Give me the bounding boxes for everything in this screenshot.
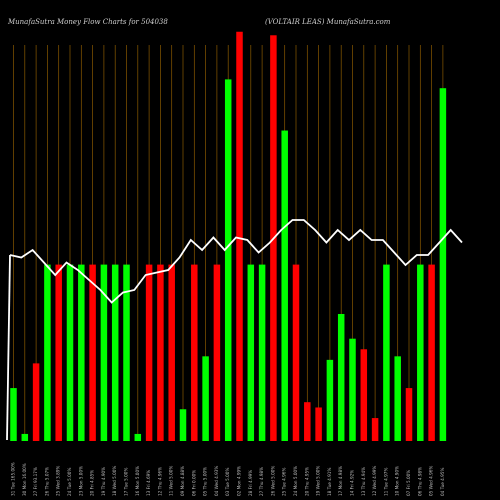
volume-bar [168,264,175,441]
x-tick-label: 25 Wed 3.89% [56,466,61,496]
volume-bar [281,130,288,442]
volume-bar [247,264,255,441]
x-tick-label: 19 Thu 4.90% [101,467,106,496]
x-tick-label: 14 Fri 4.92% [350,470,355,496]
price-line-start [6,254,11,441]
volume-bar [44,264,51,441]
volume-bar [371,418,379,441]
volume-bar [326,359,334,441]
x-tick-label: 03 Tue 5.00% [225,468,230,496]
volume-bar [315,407,322,441]
x-tick-label: 10 Mon 4.90% [395,466,400,496]
x-tick-label: 05 Wed 4.96% [429,466,434,496]
volume-bars [10,31,447,442]
x-tick-label: 07 Fri 5.00% [406,470,411,496]
volume-bar [213,264,221,441]
x-tick-label: 28 Fri 4.99% [248,470,253,496]
x-tick-label: 19 Wed 5.00% [316,466,321,496]
x-tick-label: 31 Tue 165.00% [11,462,16,496]
volume-bar [78,264,85,441]
volume-bar [224,79,232,441]
volume-bar [428,264,435,441]
volume-bar [10,388,17,441]
volume-bar [360,349,368,441]
x-tick-label: 26 Thu 5.07% [44,467,49,496]
x-tick-label: 27 Fri 93.17% [33,467,38,496]
x-tick-label: 06 Fri 0.00% [191,470,196,496]
volume-bar [66,264,74,441]
x-tick-label: 11 Wed 5.00% [169,466,174,496]
volume-bar [383,264,390,441]
volume-bar [145,264,153,441]
volume-bar [157,264,164,441]
volume-bar [32,363,40,441]
x-tick-label: 25 Tue 4.96% [282,468,287,496]
chart-title-left: MunafaSutra Money Flow Charts for 504038 [7,18,168,26]
x-tick-label: 13 Fri 4.69% [146,470,151,496]
volume-bar [191,264,198,441]
x-tick-label: 09 Mon 4.88% [180,466,185,496]
x-tick-label: 13 Thu 4.94% [361,467,366,496]
x-tick-label: 30 Mon 16.00% [22,463,27,496]
x-tick-label: 02 Mon 4.99% [237,466,242,496]
x-tick-label: 23 Mon 5.00% [78,466,83,496]
volume-bar [258,264,266,441]
x-tick-label: 27 Thu 4.98% [259,467,264,496]
x-axis-tick-labels: 31 Tue 165.00% 30 Mon 16.00% 27 Fri 93.17%… [11,462,445,496]
x-tick-label: 16 Mon 5.00% [135,466,140,496]
x-tick-label: 04 Tue 4.95% [440,468,445,496]
x-tick-label: 04 Wed 4.93% [214,466,219,496]
price-line [9,219,463,304]
volume-bar [55,264,62,441]
x-tick-label: 11 Tue 4.97% [383,468,388,496]
x-tick-label: 17 Mon 4.98% [338,466,343,496]
x-tick-label: 20 Thu 4.95% [304,467,309,496]
volume-bar [179,409,187,441]
x-tick-label: 24 Tue 5.00% [67,468,72,496]
volume-bar [394,356,401,441]
volume-bar [417,264,424,441]
x-tick-label: 06 Thu 4.98% [417,467,422,496]
x-tick-label: 12 Wed 4.99% [372,466,377,496]
x-tick-label: 12 Thu 4.96% [157,467,162,496]
volume-bar [134,433,142,441]
volume-bar [439,88,447,441]
chart-title-right: (VOLTAIR LEAS) MunafaSutra.com [265,18,391,26]
x-tick-label: 17 Tue 5.00% [124,468,129,496]
volume-bar [292,264,300,441]
x-tick-label: 18 Wed 5.00% [112,466,117,496]
volume-bar [123,264,130,441]
volume-bar [236,31,243,441]
volume-bar [21,433,29,441]
x-tick-label: 20 Fri 4.85% [90,470,95,496]
x-tick-label: 05 Thu 5.00% [203,467,208,496]
x-tick-label: 18 Tue 4.91% [327,468,332,496]
x-tick-label: 24 Mon 5.00% [293,466,298,496]
volume-bar [337,313,345,441]
volume-bar [202,356,209,441]
volume-bar [349,338,356,441]
volume-bar [89,264,96,441]
volume-bar [405,388,413,441]
volume-bar [304,402,311,441]
volume-bar [111,264,119,441]
x-tick-label: 26 Wed 5.00% [270,466,275,496]
volume-bar [100,264,108,441]
